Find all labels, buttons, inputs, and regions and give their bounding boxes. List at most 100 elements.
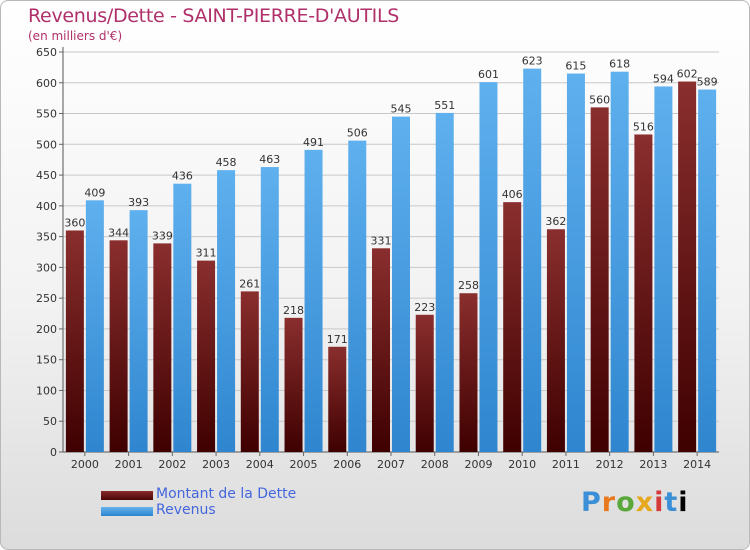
- logo-letter: t: [664, 487, 679, 518]
- x-tick-label: 2010: [508, 458, 536, 471]
- bar-debt: [590, 107, 609, 452]
- x-tick-label: 2011: [552, 458, 580, 471]
- bar-revenue: [654, 86, 673, 452]
- logo-letter: i: [678, 487, 689, 518]
- y-tick-label: 150: [36, 354, 57, 367]
- x-tick-label: 2001: [115, 458, 143, 471]
- x-tick-label: 2005: [290, 458, 318, 471]
- bar-debt: [109, 240, 128, 452]
- legend-swatch-revenue: [101, 507, 153, 516]
- data-label-revenue: 615: [565, 60, 586, 73]
- data-label-revenue: 545: [391, 103, 412, 116]
- x-tick-label: 2000: [71, 458, 99, 471]
- x-tick-label: 2009: [464, 458, 492, 471]
- x-tick-label: 2014: [683, 458, 711, 471]
- y-tick-label: 250: [36, 292, 57, 305]
- x-tick-label: 2002: [158, 458, 186, 471]
- x-tick-label: 2012: [596, 458, 624, 471]
- bar-debt: [65, 230, 84, 452]
- bar-debt: [284, 317, 303, 452]
- data-label-revenue: 458: [216, 156, 237, 169]
- data-label-revenue: 393: [128, 196, 149, 209]
- bar-revenue: [523, 68, 542, 452]
- x-tick-label: 2003: [202, 458, 230, 471]
- bar-debt: [197, 260, 216, 452]
- data-label-debt: 406: [502, 188, 523, 201]
- bar-revenue: [304, 149, 323, 452]
- data-label-revenue: 436: [172, 170, 193, 183]
- legend-swatch-debt: [101, 491, 153, 500]
- data-label-revenue: 463: [259, 153, 280, 166]
- bar-debt: [459, 293, 478, 452]
- bar-debt: [415, 314, 434, 452]
- x-tick-label: 2006: [333, 458, 361, 471]
- x-tick-label: 2004: [246, 458, 274, 471]
- data-label-revenue: 589: [697, 76, 718, 89]
- x-tick-label: 2008: [421, 458, 449, 471]
- proxiti-logo: Proxiti: [581, 487, 689, 518]
- y-tick-label: 200: [36, 323, 57, 336]
- bar-revenue: [348, 140, 367, 452]
- chart-title: Revenus/Dette - SAINT-PIERRE-D'AUTILS: [28, 5, 399, 27]
- data-label-revenue: 623: [522, 55, 543, 68]
- data-label-debt: 360: [64, 216, 85, 229]
- bar-debt: [634, 134, 653, 452]
- bar-debt: [546, 229, 565, 452]
- logo-letter: i: [654, 487, 665, 518]
- data-label-debt: 171: [327, 333, 348, 346]
- data-label-debt: 311: [196, 247, 217, 260]
- data-label-debt: 516: [633, 120, 654, 133]
- y-tick-label: 50: [43, 415, 57, 428]
- bar-revenue: [129, 210, 148, 452]
- y-tick-label: 400: [36, 200, 57, 213]
- data-label-debt: 261: [239, 277, 260, 290]
- bar-debt: [503, 202, 522, 452]
- data-label-debt: 602: [677, 68, 698, 81]
- bar-revenue: [217, 170, 236, 452]
- logo-letter: x: [635, 487, 655, 518]
- data-label-revenue: 594: [653, 72, 674, 85]
- y-tick-label: 0: [50, 446, 57, 459]
- data-label-debt: 344: [108, 226, 129, 239]
- data-label-debt: 362: [545, 215, 566, 228]
- chart-subtitle: (en milliers d'€): [28, 29, 123, 43]
- logo-letter: o: [616, 487, 636, 518]
- data-label-revenue: 601: [478, 68, 499, 81]
- data-label-debt: 258: [458, 279, 479, 292]
- data-label-revenue: 618: [609, 58, 630, 71]
- data-label-revenue: 551: [434, 99, 455, 112]
- x-tick-label: 2013: [639, 458, 667, 471]
- y-tick-label: 500: [36, 138, 57, 151]
- bar-debt: [153, 243, 172, 452]
- y-tick-label: 550: [36, 108, 57, 121]
- y-tick-label: 600: [36, 77, 57, 90]
- data-label-revenue: 491: [303, 136, 324, 149]
- bar-debt: [240, 291, 259, 452]
- legend-label-debt: Montant de la Dette: [156, 486, 297, 502]
- data-label-revenue: 409: [84, 186, 105, 199]
- bar-revenue: [479, 82, 498, 453]
- y-tick-label: 650: [36, 46, 57, 59]
- bar-revenue: [392, 116, 410, 452]
- bar-revenue: [698, 89, 717, 453]
- data-label-debt: 218: [283, 304, 304, 317]
- data-label-debt: 223: [414, 301, 435, 314]
- y-tick-label: 100: [36, 384, 57, 397]
- logo-letter: r: [601, 487, 617, 518]
- bar-revenue: [260, 167, 279, 453]
- bar-debt: [678, 81, 697, 453]
- data-label-revenue: 506: [347, 127, 368, 140]
- bar-revenue: [85, 200, 104, 452]
- bar-debt: [372, 248, 390, 452]
- data-label-debt: 339: [152, 229, 173, 242]
- logo-letter: P: [581, 487, 602, 518]
- bar-revenue: [610, 71, 629, 452]
- legend-label-revenue: Revenus: [156, 502, 216, 518]
- data-label-debt: 331: [371, 234, 392, 247]
- x-tick-label: 2007: [377, 458, 405, 471]
- y-tick-label: 300: [36, 261, 57, 274]
- bar-revenue: [173, 183, 192, 452]
- data-label-debt: 560: [589, 93, 610, 106]
